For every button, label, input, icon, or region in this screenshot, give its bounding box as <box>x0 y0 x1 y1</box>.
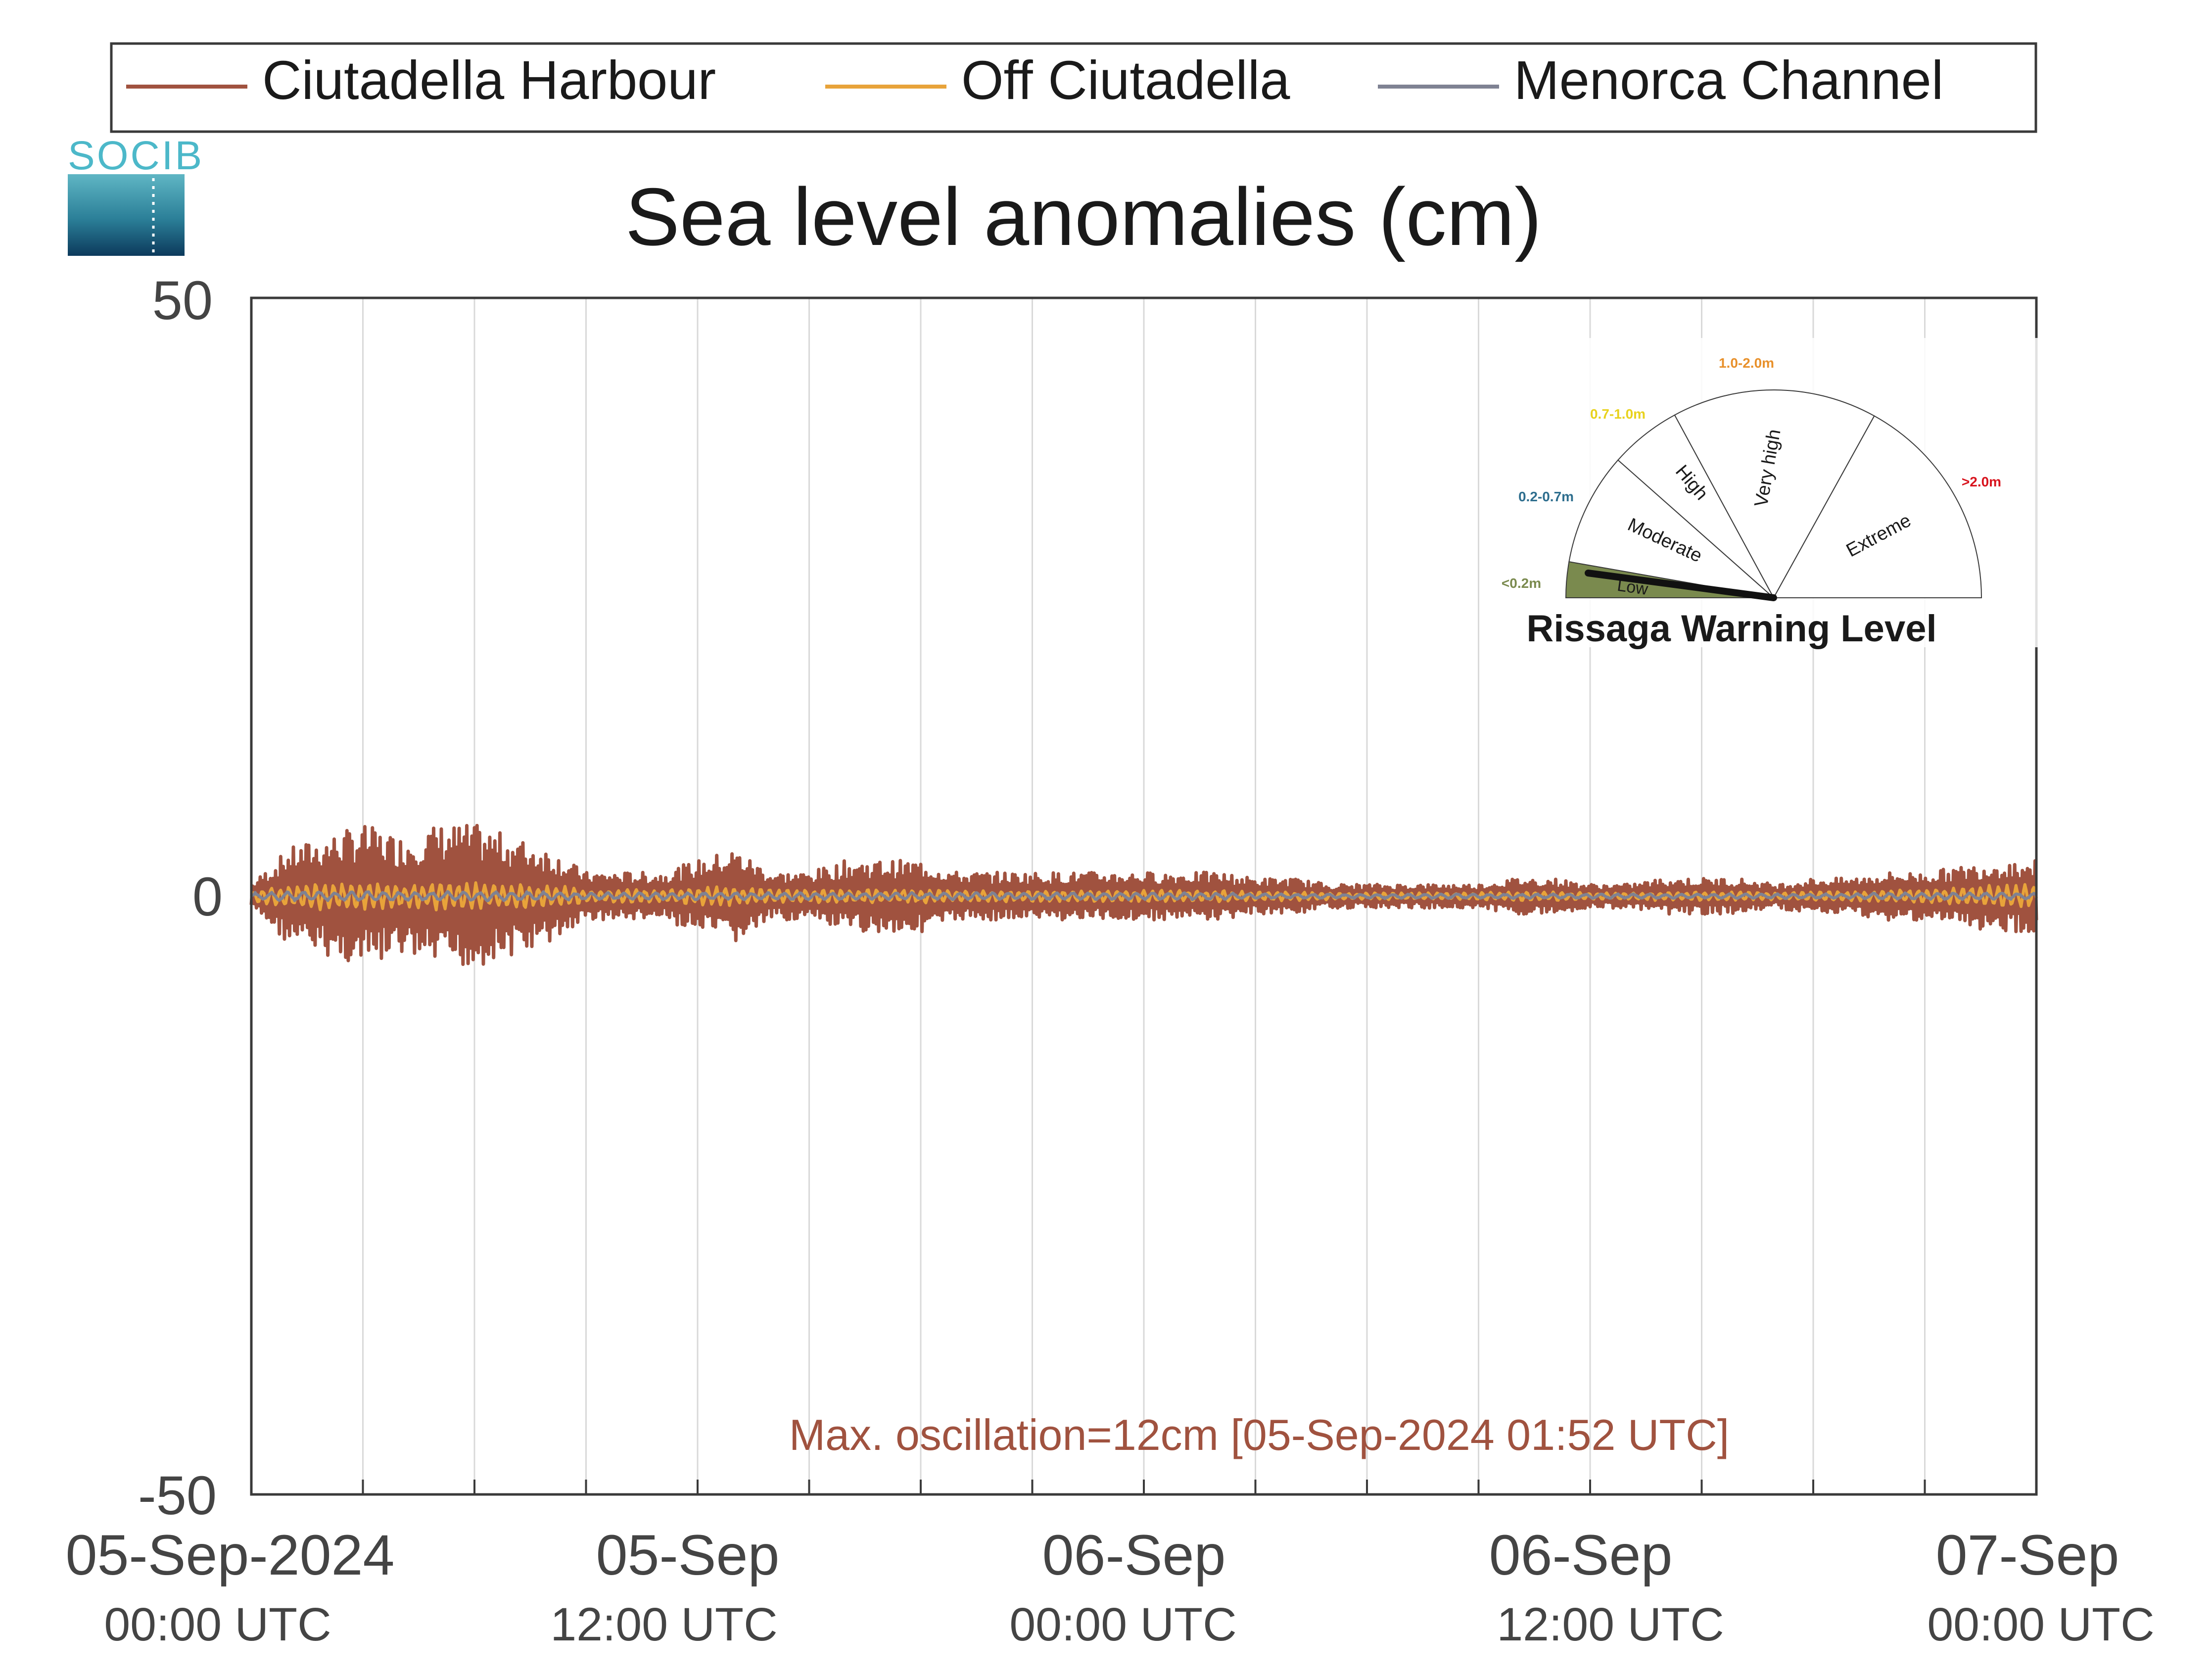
max-oscillation-annotation: Max. oscillation=12cm [05-Sep-2024 01:52… <box>789 1410 1729 1459</box>
x-tick-date-1: 05-Sep <box>596 1524 780 1587</box>
x-tick-time-1: 12:00 UTC <box>550 1598 777 1651</box>
legend-label-off-ciutadella: Off Ciutadella <box>961 50 1290 111</box>
gauge-range-very-high: 1.0-2.0m <box>1719 355 1774 371</box>
gauge-title: Rissaga Warning Level <box>1526 608 1936 650</box>
x-tick-labels: 05-Sep-2024 00:00 UTC 05-Sep 12:00 UTC 0… <box>66 1524 2155 1651</box>
socib-logo-text: SOCIB <box>68 133 204 178</box>
legend: Ciutadella Harbour Off Ciutadella Menorc… <box>110 42 2037 133</box>
series-line-off-ciutadella <box>250 881 2038 912</box>
x-tick-time-0: 00:00 UTC <box>104 1598 331 1651</box>
x-tick-time-3: 12:00 UTC <box>1497 1598 1724 1651</box>
gauge-range-moderate: 0.2-0.7m <box>1518 489 1574 504</box>
plot-frame <box>250 296 2038 1496</box>
legend-box <box>110 42 2037 133</box>
gauge-sector-extreme <box>1773 415 1982 598</box>
x-tick-date-3: 06-Sep <box>1489 1524 1673 1587</box>
legend-label-ciutadella-harbour: Ciutadella Harbour <box>262 50 716 111</box>
chart-title: Sea level anomalies (cm) <box>625 171 1542 262</box>
x-tick-date-2: 06-Sep <box>1042 1524 1226 1587</box>
rissaga-warning-gauge: Low Moderate High Very high Extreme <0.2… <box>1482 338 2066 650</box>
x-tick-date-4: 07-Sep <box>1936 1524 2119 1587</box>
gauge-sector-very-high <box>1674 389 1875 599</box>
y-tick-label-0: 0 <box>192 866 223 927</box>
legend-label-menorca-channel: Menorca Channel <box>1514 50 1943 111</box>
gauge-range-low: <0.2m <box>1502 576 1541 591</box>
socib-logo-mark <box>68 174 185 256</box>
gauge-range-high: 0.7-1.0m <box>1590 406 1646 422</box>
x-tick-time-2: 00:00 UTC <box>1009 1598 1236 1651</box>
y-tick-label-minus-50: -50 <box>138 1465 217 1526</box>
x-tick-date-0: 05-Sep-2024 <box>66 1524 395 1587</box>
gauge-sector-moderate <box>1568 459 1776 599</box>
gauge-range-extreme: >2.0m <box>1962 474 2001 489</box>
gauge-needle <box>1585 570 1777 601</box>
socib-logo: SOCIB <box>68 133 204 256</box>
series-line-menorca-channel <box>250 890 2037 903</box>
gauge-sector-high <box>1617 414 1774 598</box>
x-tick-time-4: 00:00 UTC <box>1927 1598 2154 1651</box>
y-tick-label-50: 50 <box>152 270 213 331</box>
series-layer <box>249 823 2038 966</box>
